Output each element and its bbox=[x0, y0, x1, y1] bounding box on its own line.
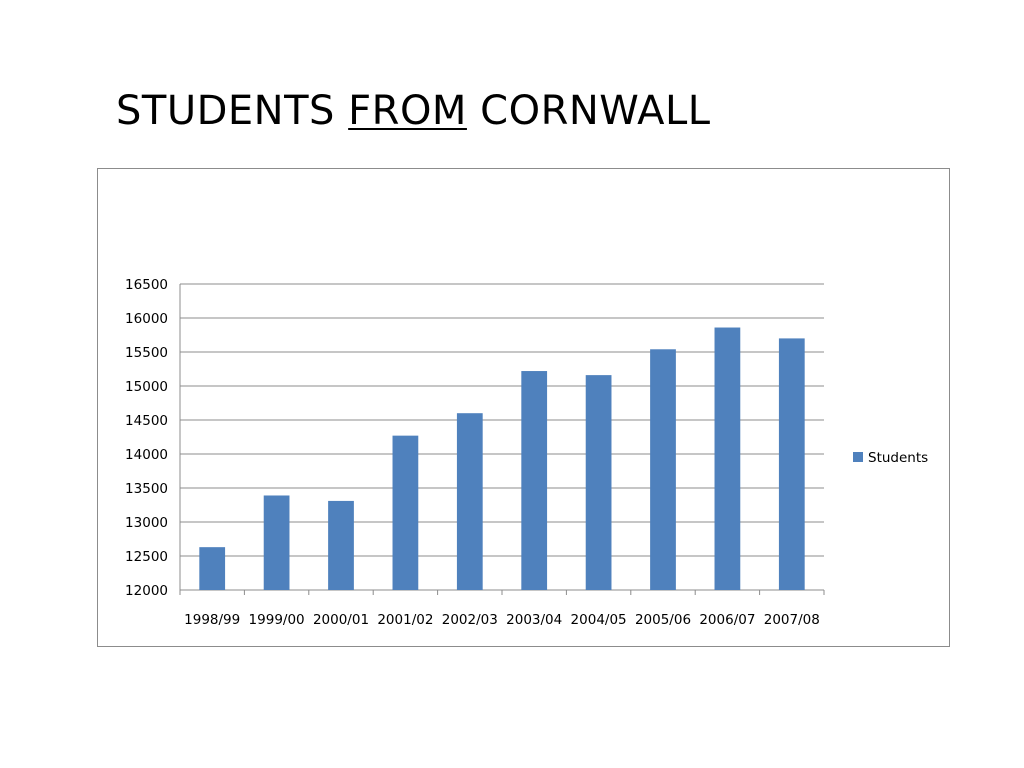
title-part-1: STUDENTS bbox=[116, 88, 349, 134]
x-tick-label: 2003/04 bbox=[506, 612, 562, 628]
y-tick-label: 14500 bbox=[125, 413, 168, 429]
y-tick-label: 16000 bbox=[125, 311, 168, 327]
bar bbox=[778, 338, 805, 590]
title-part-underlined: FROM bbox=[348, 88, 467, 134]
y-tick-label: 15000 bbox=[125, 379, 168, 395]
y-tick-label: 16500 bbox=[125, 277, 168, 293]
slide-title: STUDENTS FROM CORNWALL bbox=[116, 88, 711, 134]
bar bbox=[199, 547, 226, 590]
bar bbox=[650, 349, 676, 590]
x-tick-label: 2004/05 bbox=[571, 612, 627, 628]
legend-swatch bbox=[853, 452, 863, 462]
bar-chart: 12000 12500 13000 13500 14000 14500 15000 15500… bbox=[125, 277, 928, 628]
x-tick-label: 2001/02 bbox=[377, 612, 433, 628]
bar bbox=[328, 500, 354, 590]
legend-label: Students bbox=[868, 450, 928, 466]
y-tick-label: 15500 bbox=[125, 345, 168, 361]
y-tick-label: 14000 bbox=[125, 447, 168, 463]
x-tick-label: 1998/99 bbox=[184, 612, 240, 628]
y-tick-label: 12000 bbox=[125, 583, 168, 599]
title-part-2: CORNWALL bbox=[466, 88, 711, 134]
bar bbox=[456, 413, 483, 590]
x-tick-label: 2007/08 bbox=[764, 612, 820, 628]
x-tick-label: 2002/03 bbox=[442, 612, 498, 628]
y-tick-label: 13500 bbox=[125, 481, 168, 497]
bar bbox=[714, 327, 741, 590]
chart-frame: 12000 12500 13000 13500 14000 14500 15000 15500… bbox=[97, 168, 950, 647]
bar bbox=[263, 495, 290, 590]
y-tick-label: 13000 bbox=[125, 515, 168, 531]
x-tick-label: 2006/07 bbox=[699, 612, 755, 628]
bar bbox=[585, 375, 612, 590]
x-tick-label: 2005/06 bbox=[635, 612, 691, 628]
x-tick-label: 1999/00 bbox=[249, 612, 305, 628]
x-tick-label: 2000/01 bbox=[313, 612, 369, 628]
bar bbox=[392, 435, 419, 590]
y-tick-label: 12500 bbox=[125, 549, 168, 565]
bar bbox=[521, 371, 548, 590]
